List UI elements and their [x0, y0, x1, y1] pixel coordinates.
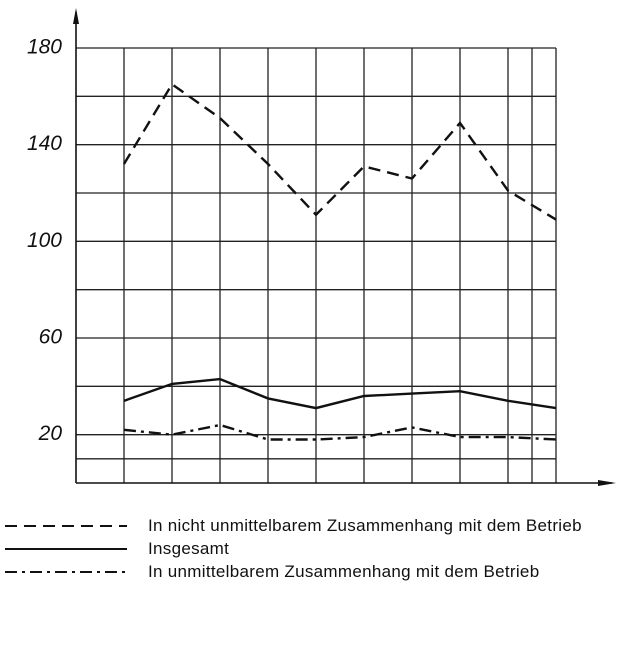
- legend-swatch: [5, 571, 127, 573]
- y-tick-label: 100: [27, 229, 62, 252]
- x-tick-label: 72: [400, 508, 424, 510]
- series-line: [123, 423, 557, 441]
- x-tick-label: 68: [208, 508, 232, 510]
- y-tick-label: 140: [27, 132, 62, 155]
- legend-swatch: [5, 525, 127, 527]
- series-line: [123, 377, 557, 410]
- x-tick-label: 1966: [101, 508, 148, 510]
- y-axis-arrow: [73, 8, 79, 24]
- x-axis-arrow: [598, 480, 616, 486]
- legend-entry: Insgesamt: [0, 537, 633, 560]
- x-tick-label: 74: [496, 508, 519, 510]
- series-line: [122, 82, 557, 221]
- x-axis-label: Jahr: [557, 508, 600, 510]
- legend-swatch: [5, 548, 127, 550]
- y-tick-label: 60: [39, 326, 63, 349]
- legend: In nicht unmittelbarem Zusammenhang mit …: [0, 514, 633, 583]
- legend-label: Insgesamt: [148, 539, 230, 558]
- legend-label: In unmittelbarem Zusammenhang mit dem Be…: [148, 562, 540, 581]
- legend-entry: In unmittelbarem Zusammenhang mit dem Be…: [0, 560, 633, 583]
- y-tick-label: 180: [27, 36, 62, 59]
- y-tick-label: 20: [38, 422, 63, 445]
- chart: 20 60 100 140 180 1966 68 70 72 74 Jahr: [27, 8, 616, 510]
- legend-entry: In nicht unmittelbarem Zusammenhang mit …: [0, 514, 633, 537]
- x-tick-label: 70: [304, 508, 328, 510]
- legend-label: In nicht unmittelbarem Zusammenhang mit …: [148, 516, 582, 535]
